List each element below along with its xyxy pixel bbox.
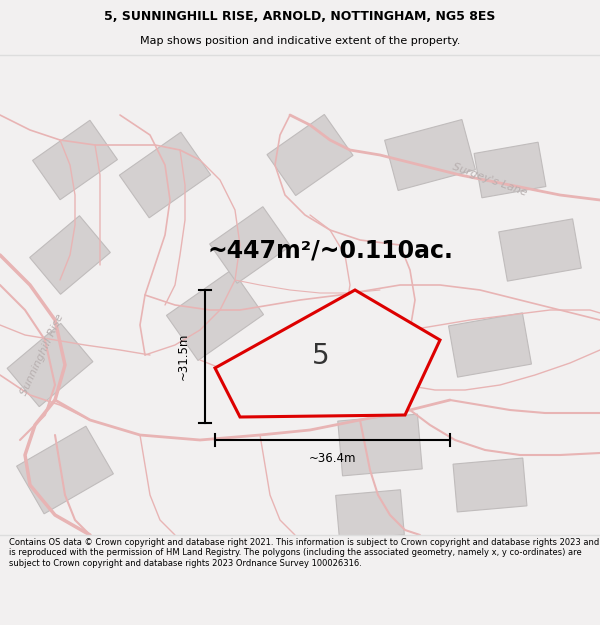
Polygon shape <box>335 490 404 540</box>
Text: ~31.5m: ~31.5m <box>176 332 190 380</box>
Text: Map shows position and indicative extent of the property.: Map shows position and indicative extent… <box>140 36 460 46</box>
Polygon shape <box>449 313 532 377</box>
Polygon shape <box>338 414 422 476</box>
Text: 5, SUNNINGHILL RISE, ARNOLD, NOTTINGHAM, NG5 8ES: 5, SUNNINGHILL RISE, ARNOLD, NOTTINGHAM,… <box>104 10 496 23</box>
Text: Contains OS data © Crown copyright and database right 2021. This information is : Contains OS data © Crown copyright and d… <box>9 538 599 568</box>
Polygon shape <box>215 290 440 417</box>
Polygon shape <box>119 132 211 218</box>
Text: Surgey's Lane: Surgey's Lane <box>451 162 529 198</box>
Polygon shape <box>499 219 581 281</box>
Polygon shape <box>453 458 527 512</box>
Polygon shape <box>17 426 113 514</box>
Polygon shape <box>267 114 353 196</box>
Text: 5: 5 <box>312 342 330 370</box>
Polygon shape <box>166 269 263 361</box>
Polygon shape <box>29 216 110 294</box>
Polygon shape <box>209 207 290 283</box>
Polygon shape <box>32 120 118 200</box>
Text: ~447m²/~0.110ac.: ~447m²/~0.110ac. <box>207 238 453 262</box>
Polygon shape <box>385 119 475 191</box>
Text: ~36.4m: ~36.4m <box>309 451 356 464</box>
Polygon shape <box>474 142 546 198</box>
Polygon shape <box>7 323 93 407</box>
Text: Sunninghill Rise: Sunninghill Rise <box>19 312 65 398</box>
